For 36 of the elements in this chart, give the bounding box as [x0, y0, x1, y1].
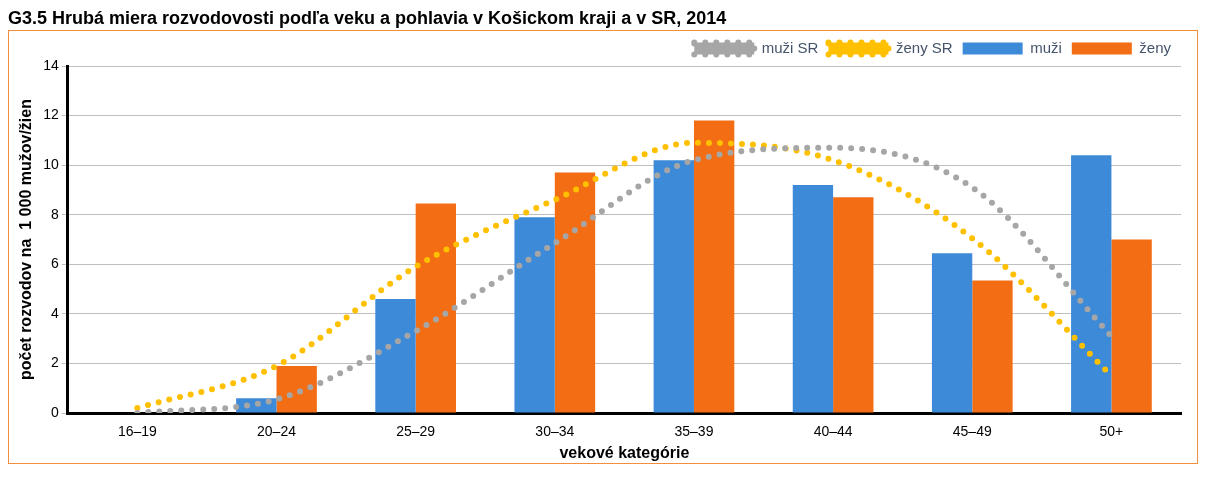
legend-label: ženy: [1139, 38, 1172, 56]
x-tick-label: 40–44: [813, 423, 853, 440]
bar: [792, 184, 834, 413]
x-tick-label: 25–29: [396, 423, 436, 440]
x-tick-label: 35–39: [674, 423, 714, 440]
y-tick-label: 10: [43, 156, 59, 172]
bar: [276, 365, 317, 413]
bar: [1111, 239, 1152, 413]
y-tick-label: 14: [43, 56, 59, 73]
legend-label: muži: [1030, 38, 1062, 56]
x-tick-label: 16–19: [117, 423, 158, 440]
bar: [653, 160, 694, 413]
bar: [514, 217, 555, 413]
chart-title: G3.5 Hrubá miera rozvodovosti podľa veku a pohlavia v Košickom kraji a v SR, 2014: [8, 8, 728, 30]
bar: [1071, 155, 1112, 413]
bar: [833, 197, 874, 413]
y-tick-label: 4: [50, 304, 59, 321]
bar: [554, 172, 596, 413]
y-tick-label: 12: [43, 106, 59, 123]
legend-label: muži SR: [761, 38, 819, 56]
bar: [931, 253, 973, 413]
y-tick-label: 0: [50, 403, 59, 420]
bar: [375, 298, 416, 413]
legend-label: ženy SR: [895, 38, 953, 56]
y-axis-title: počet rozvodov na 1 000 mužov/žien: [17, 99, 35, 380]
x-tick-label: 45–49: [952, 423, 992, 440]
bar: [693, 120, 735, 413]
bar: [415, 203, 457, 413]
x-tick-label: 50+: [1099, 423, 1124, 440]
y-tick-label: 2: [50, 354, 59, 371]
bar: [972, 280, 1013, 413]
x-tick-label: 30–34: [535, 423, 575, 440]
x-axis-title: vekové kategórie: [559, 443, 690, 461]
y-tick-label: 8: [50, 205, 59, 222]
y-tick-label: 6: [50, 255, 59, 272]
x-tick-label: 20–24: [257, 423, 297, 440]
